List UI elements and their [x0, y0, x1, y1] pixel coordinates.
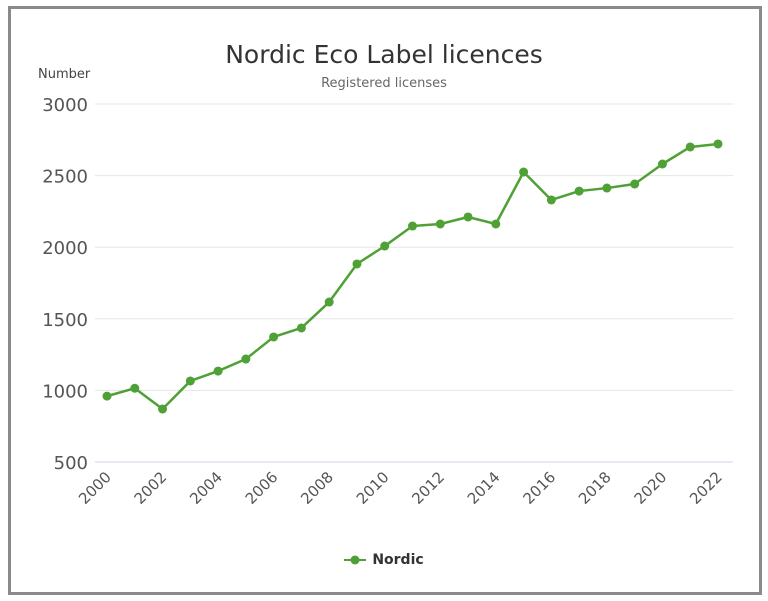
data-point: [546, 195, 556, 205]
x-tick-label: 2020: [631, 468, 671, 508]
y-axis-title: Number: [38, 67, 91, 82]
legend-marker-icon: [344, 555, 367, 565]
x-tick-label: 2022: [686, 468, 726, 508]
x-tick-label: 2006: [242, 468, 282, 508]
data-point: [158, 404, 168, 414]
legend-label: Nordic: [372, 552, 424, 568]
data-point: [657, 159, 667, 169]
data-point: [685, 142, 695, 152]
x-tick-label: 2008: [297, 468, 337, 508]
data-point: [130, 383, 140, 393]
y-tick-label: 2000: [42, 238, 88, 259]
data-point: [491, 219, 501, 229]
x-tick-label: 2018: [575, 468, 615, 508]
x-tick-label: 2012: [408, 468, 448, 508]
data-point: [380, 241, 390, 251]
data-point: [463, 212, 473, 222]
data-point: [435, 219, 445, 229]
x-tick-label: 2002: [131, 468, 171, 508]
legend-item-nordic[interactable]: Nordic: [0, 552, 768, 568]
x-tick-label: 2004: [186, 468, 226, 508]
data-point: [630, 179, 640, 189]
data-point: [713, 139, 723, 149]
series-line-nordic: [106, 142, 719, 411]
data-point: [296, 323, 306, 333]
data-point: [602, 183, 612, 193]
x-tick-label: 2016: [519, 468, 559, 508]
data-point: [352, 259, 362, 269]
chart-subtitle: Registered licenses: [321, 76, 447, 91]
data-point: [185, 376, 195, 386]
x-tick-label: 2000: [75, 468, 115, 508]
y-tick-label: 1500: [42, 310, 88, 331]
data-point: [519, 167, 529, 177]
y-tick-label: 2500: [42, 167, 88, 188]
chart-title: Nordic Eco Label licences: [225, 40, 543, 69]
x-tick-label: 2014: [464, 468, 504, 508]
x-tick-label: 2010: [353, 468, 393, 508]
data-point: [324, 297, 334, 307]
data-point: [102, 391, 112, 401]
y-tick-label: 1000: [42, 381, 88, 402]
y-tick-label: 500: [54, 453, 88, 474]
data-point: [574, 186, 584, 196]
data-point: [241, 354, 251, 364]
data-point: [408, 221, 417, 231]
y-tick-label: 3000: [42, 95, 88, 116]
data-point: [213, 366, 223, 376]
chart-frame: [8, 6, 762, 595]
data-point: [269, 332, 279, 342]
